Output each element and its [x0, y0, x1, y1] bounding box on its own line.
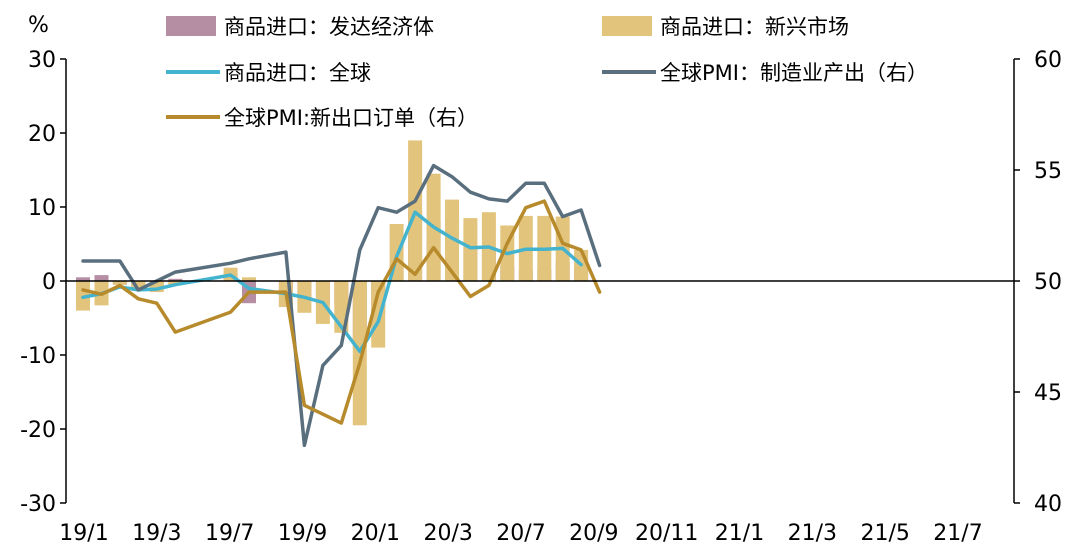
legend-label-2: 商品进口：全球 [224, 61, 371, 85]
legend-label-3: 全球PMI：制造业产出（右） [660, 61, 928, 85]
legend-label-1: 商品进口：新兴市场 [660, 15, 849, 39]
right-tick-label: 40 [1034, 492, 1062, 517]
right-tick-label: 55 [1034, 159, 1062, 184]
x-tick-label: 21/3 [788, 521, 837, 546]
lines-layer [81, 163, 602, 448]
line-series-0 [81, 210, 583, 354]
right-tick-label: 60 [1034, 48, 1062, 73]
legend-label-0: 商品进口：发达经济体 [224, 15, 434, 39]
x-tick-label: 19/1 [59, 521, 108, 546]
line-series-1 [81, 163, 602, 448]
left-tick-label: 30 [28, 48, 56, 73]
left-tick-label: 10 [28, 196, 56, 221]
left-tick-label: -10 [20, 344, 56, 369]
legend-swatch-0 [166, 16, 216, 36]
x-tick-label: 19/7 [205, 521, 254, 546]
left-tick-label: -20 [20, 418, 56, 443]
x-tick-label: 21/7 [933, 521, 982, 546]
bar-emerging-19-4 [131, 281, 146, 291]
bar-emerging-20-5 [371, 281, 386, 348]
legend-swatch-1 [602, 16, 652, 36]
legend-label-4: 全球PMI:新出口订单（右） [224, 106, 478, 130]
ticks-layer: -30 -20 -10 0 10 20 30 40 45 50 55 60 19/1 19/3 19/7 19… [20, 48, 1062, 546]
x-tick-label: 20/1 [351, 521, 400, 546]
bar-advanced-19-2 [94, 275, 109, 281]
x-tick-label: 19/9 [278, 521, 327, 546]
left-tick-label: 0 [42, 270, 56, 295]
x-tick-label: 21/1 [715, 521, 764, 546]
right-tick-label: 50 [1034, 270, 1062, 295]
x-tick-label: 19/3 [132, 521, 181, 546]
left-unit-label: % [28, 13, 49, 38]
x-tick-label: 21/5 [860, 521, 909, 546]
x-tick-label: 20/9 [569, 521, 618, 546]
left-tick-label: -30 [20, 492, 56, 517]
bar-emerging-19-5 [149, 281, 164, 293]
bar-advanced-19-6 [168, 278, 183, 281]
x-tick-label: 20/7 [496, 521, 545, 546]
bar-emerging-20-10 [463, 218, 478, 281]
bar-emerging-20-9 [445, 199, 459, 281]
x-tick-label: 20/3 [423, 521, 472, 546]
line-series-2 [81, 199, 602, 425]
right-tick-label: 45 [1034, 381, 1062, 406]
x-tick-label: 20/11 [635, 521, 698, 546]
bar-emerging-19-3 [112, 281, 127, 285]
bar-emerging-19-6 [168, 281, 183, 285]
bar-emerging-20-4 [352, 281, 367, 426]
left-tick-label: 20 [28, 122, 56, 147]
bar-advanced-19-1 [76, 277, 90, 281]
bar-emerging-19-10 [242, 277, 256, 281]
